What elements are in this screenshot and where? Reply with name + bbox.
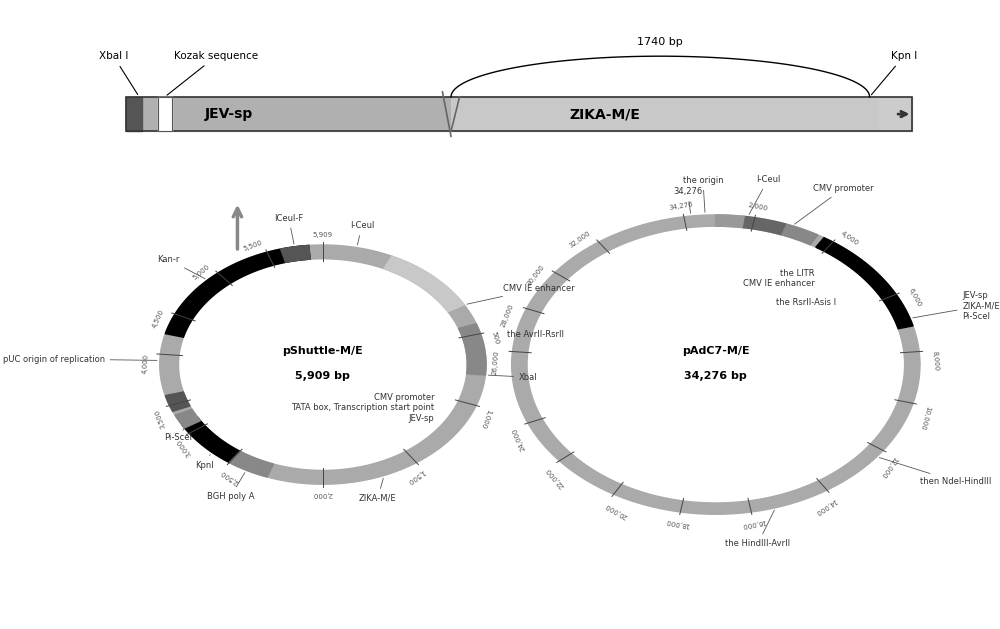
Text: Kan-r: Kan-r <box>157 255 205 279</box>
Text: the HindIII-AvrII: the HindIII-AvrII <box>725 510 790 548</box>
Text: pUC origin of replication: pUC origin of replication <box>3 355 157 364</box>
Text: 34,276 bp: 34,276 bp <box>684 371 747 381</box>
Text: 3,000: 3,000 <box>176 437 192 457</box>
Polygon shape <box>816 238 913 329</box>
Text: 1,500: 1,500 <box>406 469 426 485</box>
Text: 12,000: 12,000 <box>879 455 898 479</box>
Text: Kpn I: Kpn I <box>871 52 917 95</box>
Text: 3,500: 3,500 <box>154 408 166 429</box>
Polygon shape <box>175 409 200 428</box>
Text: 2,000: 2,000 <box>313 491 333 498</box>
Text: BGH poly A: BGH poly A <box>207 472 254 501</box>
Text: the LITR
CMV IE enhancer: the LITR CMV IE enhancer <box>743 269 814 288</box>
Text: CMV promoter: CMV promoter <box>795 184 874 224</box>
Text: ICeul-F: ICeul-F <box>274 213 303 244</box>
Polygon shape <box>165 392 190 411</box>
Bar <box>158 97 172 131</box>
Text: JEV-sp: JEV-sp <box>205 107 253 121</box>
Text: 30,000: 30,000 <box>525 264 545 287</box>
Text: 22,000: 22,000 <box>545 466 566 489</box>
Text: 5,000: 5,000 <box>192 263 211 281</box>
Polygon shape <box>165 245 310 337</box>
Polygon shape <box>384 256 464 312</box>
Text: the RsrII-Asis I: the RsrII-Asis I <box>776 298 837 307</box>
Bar <box>158 97 172 131</box>
Bar <box>126 97 451 131</box>
Bar <box>126 97 912 131</box>
Text: 4,000: 4,000 <box>142 353 150 374</box>
Polygon shape <box>229 451 273 477</box>
Text: 18,000: 18,000 <box>665 518 690 528</box>
Text: CMV IE enhancer: CMV IE enhancer <box>467 284 574 304</box>
Text: 28,000: 28,000 <box>500 303 515 328</box>
Text: 4,500: 4,500 <box>151 309 165 329</box>
Polygon shape <box>160 245 486 484</box>
Text: the AvrII-RsrII: the AvrII-RsrII <box>507 330 564 339</box>
Text: 32,000: 32,000 <box>568 230 592 249</box>
Text: ZIKA-M/E: ZIKA-M/E <box>569 107 640 121</box>
Polygon shape <box>459 324 486 375</box>
Text: Xbal: Xbal <box>488 372 538 382</box>
Text: ZIKA-M/E: ZIKA-M/E <box>359 478 397 503</box>
Text: Kozak sequence: Kozak sequence <box>167 52 258 95</box>
Text: 10,000: 10,000 <box>919 406 931 431</box>
Text: KpnI: KpnI <box>195 455 214 470</box>
Polygon shape <box>182 418 240 462</box>
Text: 6,000: 6,000 <box>907 287 922 308</box>
Text: 26,000: 26,000 <box>492 350 500 376</box>
Text: 500: 500 <box>491 330 500 345</box>
Text: 2,500: 2,500 <box>220 469 240 485</box>
Text: I-Ceul: I-Ceul <box>749 175 780 214</box>
Bar <box>126 97 912 131</box>
Polygon shape <box>716 215 744 228</box>
Text: CMV promoter
TATA box, Transcription start point
JEV-sp: CMV promoter TATA box, Transcription sta… <box>291 393 434 423</box>
Text: 1740 bp: 1740 bp <box>637 36 683 47</box>
Text: Pi-SceI: Pi-SceI <box>164 428 192 442</box>
Polygon shape <box>780 224 818 245</box>
Text: the origin: the origin <box>683 176 723 213</box>
Text: 34,276: 34,276 <box>673 187 702 213</box>
Bar <box>126 97 142 131</box>
Text: 14,000: 14,000 <box>813 497 837 516</box>
Text: 24,000: 24,000 <box>511 426 526 451</box>
Text: 1,000: 1,000 <box>479 408 492 429</box>
Text: 2,000: 2,000 <box>747 202 768 211</box>
Polygon shape <box>512 215 920 515</box>
Text: JEV-sp
ZIKA-M/E
Pi-SceI: JEV-sp ZIKA-M/E Pi-SceI <box>913 291 1000 321</box>
Text: XbaI I: XbaI I <box>99 52 138 94</box>
Bar <box>451 97 878 131</box>
Text: 34,276: 34,276 <box>669 201 694 211</box>
Polygon shape <box>742 216 786 235</box>
Text: then NdeI-HindIII: then NdeI-HindIII <box>879 457 992 486</box>
Text: pShuttle-M/E: pShuttle-M/E <box>282 346 363 356</box>
Text: I-Ceul: I-Ceul <box>350 221 374 245</box>
Text: 4,000: 4,000 <box>840 230 860 247</box>
Text: 16,000: 16,000 <box>741 518 767 528</box>
Text: pAdC7-M/E: pAdC7-M/E <box>682 346 750 356</box>
Text: 8,000: 8,000 <box>932 350 939 371</box>
Text: 5,909 bp: 5,909 bp <box>295 371 350 381</box>
Text: 20,000: 20,000 <box>605 501 629 519</box>
Polygon shape <box>281 245 310 262</box>
Text: 5,909: 5,909 <box>313 232 333 238</box>
Text: 5,500: 5,500 <box>243 240 263 252</box>
